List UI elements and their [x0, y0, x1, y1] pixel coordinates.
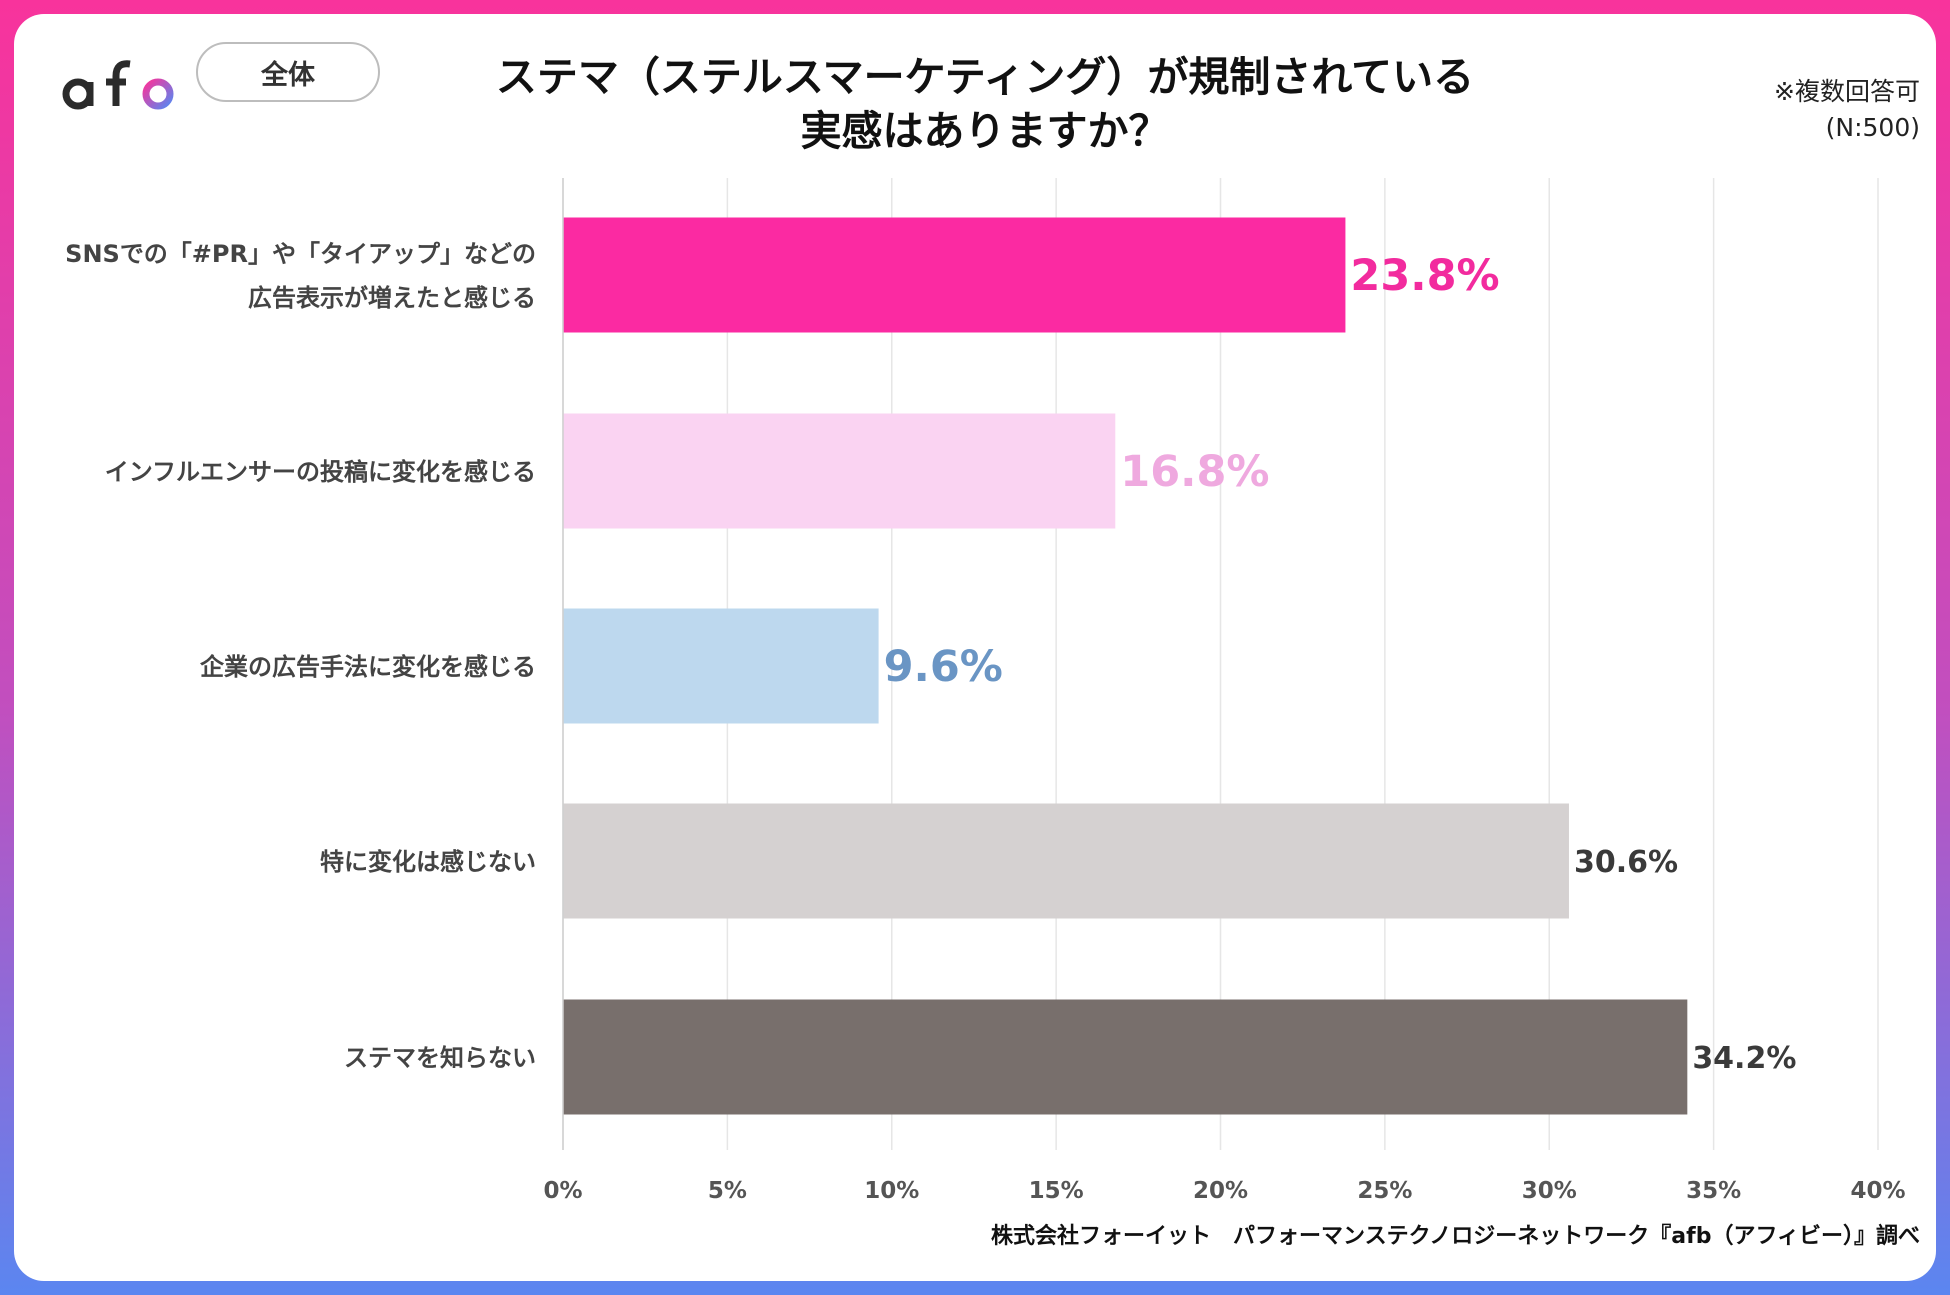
segment-pill: 全体	[196, 42, 380, 102]
title-line-1: ステマ（ステルスマーケティング）が規制されている	[495, 53, 1475, 101]
bar-3	[563, 608, 879, 724]
category-label-1: SNSでの「#PR」や「タイアップ」などの	[65, 240, 536, 268]
bar-5	[563, 999, 1688, 1115]
category-label-4: 特に変化は感じない	[320, 848, 536, 876]
x-tick-label: 35%	[1686, 1178, 1741, 1204]
source-credit: 株式会社フォーイット パフォーマンステクノロジーネットワーク『afb（アフィビー…	[991, 1224, 1920, 1249]
sample-note: ※複数回答可 (N:500)	[1774, 74, 1920, 146]
x-tick-label: 10%	[864, 1178, 919, 1204]
value-label-3: 9.6%	[884, 642, 1003, 692]
category-label-2: インフルエンサーの投稿に変化を感じる	[105, 458, 536, 486]
note-sample-size: (N:500)	[1825, 113, 1920, 142]
value-label-5: 34.2%	[1692, 1041, 1796, 1076]
bar-4	[563, 803, 1569, 919]
value-label-2: 16.8%	[1120, 447, 1269, 497]
category-label-3: 企業の広告手法に変化を感じる	[200, 653, 536, 681]
x-tick-label: 5%	[708, 1178, 747, 1204]
x-tick-label: 40%	[1850, 1178, 1905, 1204]
x-tick-label: 15%	[1029, 1178, 1084, 1204]
bar-1	[563, 217, 1346, 333]
afb-logo	[62, 58, 174, 110]
x-tick-label: 30%	[1522, 1178, 1577, 1204]
note-multiple-answers: ※複数回答可	[1774, 77, 1920, 106]
category-label-1: 広告表示が増えたと感じる	[248, 284, 536, 312]
value-label-1: 23.8%	[1350, 251, 1499, 301]
category-label-5: ステマを知らない	[344, 1044, 536, 1072]
value-label-4: 30.6%	[1574, 845, 1678, 880]
x-tick-label: 0%	[543, 1178, 582, 1204]
title-line-2: 実感はありますか？	[800, 107, 1170, 155]
x-tick-label: 25%	[1357, 1178, 1412, 1204]
chart-title: ステマ（ステルスマーケティング）が規制されている 実感はありますか？	[400, 50, 1570, 158]
x-tick-label: 20%	[1193, 1178, 1248, 1204]
bar-2	[563, 413, 1116, 529]
